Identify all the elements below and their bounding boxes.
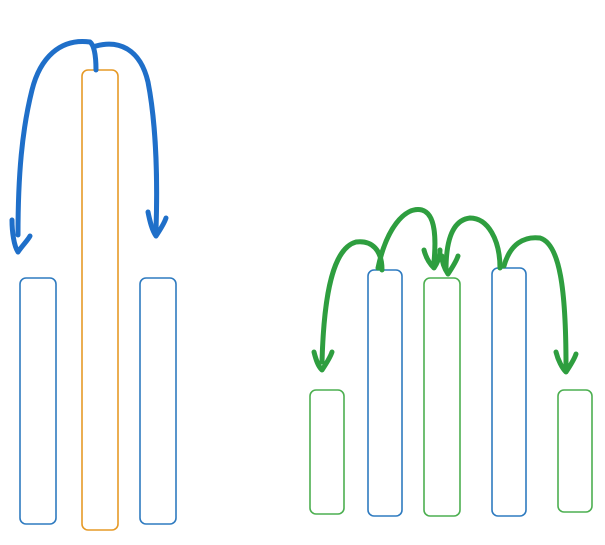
left-arrow-to-right-curve: [93, 41, 160, 233]
left-bar-3: [139, 277, 177, 525]
left-arrow-to-left-curve: [15, 39, 99, 238]
right-arrow-2-to-3-head: [421, 247, 443, 271]
left-bar-2-highlighted: [81, 69, 119, 531]
left-bar-1: [19, 277, 57, 525]
left-arrow-to-right: [93, 41, 169, 239]
right-group: [309, 207, 593, 517]
left-arrow-to-left: [9, 39, 99, 255]
left-arrow-to-left-head: [9, 217, 33, 255]
right-arrow-2-to-1-head: [311, 349, 335, 373]
right-arrow-4-to-3: [439, 215, 503, 277]
right-bar-5: [557, 389, 593, 513]
right-arrow-2-to-1: [311, 239, 385, 373]
right-arrow-4-to-5-curve: [501, 235, 569, 369]
right-arrow-4-to-5-head: [553, 349, 579, 375]
right-arrow-2-to-3: [375, 207, 443, 271]
right-arrow-4-to-5: [501, 235, 579, 375]
right-bar-4: [491, 267, 527, 517]
right-arrow-2-to-3-curve: [375, 207, 438, 271]
right-arrow-4-to-3-head: [439, 253, 461, 277]
right-bar-1: [309, 389, 345, 515]
left-group: [9, 39, 177, 531]
right-bar-3: [423, 277, 461, 517]
right-arrow-2-to-1-curve: [319, 239, 385, 365]
right-bar-2: [367, 269, 403, 517]
left-arrow-to-right-head: [145, 209, 169, 239]
right-arrow-4-to-3-curve: [443, 215, 503, 273]
